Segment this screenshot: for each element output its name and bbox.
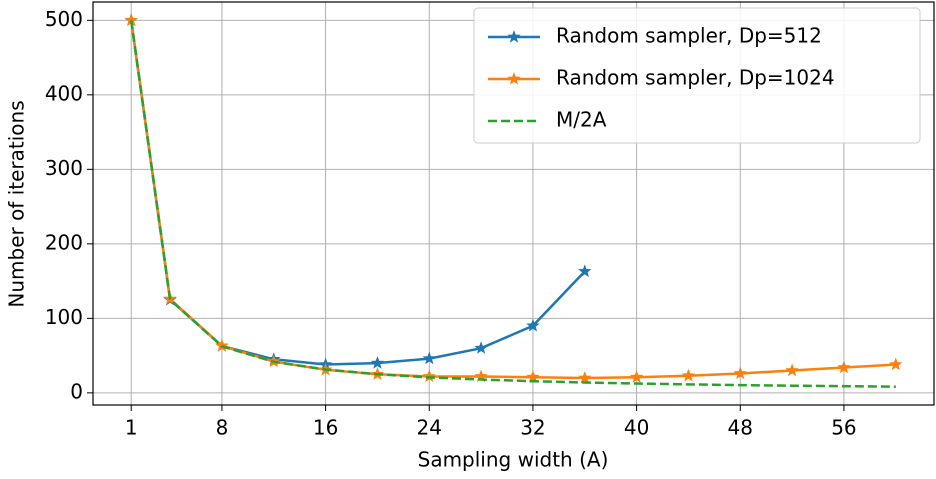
data-point (578, 264, 592, 278)
x-tick-label: 8 (216, 416, 229, 440)
data-point (526, 318, 540, 332)
series-line (129, 20, 896, 388)
data-point (837, 360, 851, 374)
data-point (629, 370, 644, 383)
y-tick-label: 0 (70, 379, 83, 403)
x-tick-label: 40 (624, 416, 649, 440)
legend-label: M/2A (556, 108, 607, 132)
data-point (681, 368, 696, 382)
y-tick-label: 100 (45, 305, 83, 329)
legend-label: Random sampler, Dp=1024 (556, 66, 835, 90)
data-point (124, 13, 138, 26)
x-tick-label: 32 (520, 416, 545, 440)
data-point (785, 363, 799, 377)
legend-marker (507, 72, 521, 85)
legend-label: Random sampler, Dp=512 (556, 24, 822, 48)
x-tick-label: 24 (417, 416, 442, 440)
data-point (578, 371, 592, 384)
y-tick-label: 400 (45, 81, 83, 105)
legend-box (473, 7, 921, 144)
y-axis-label: Number of iterations (5, 100, 29, 307)
y-tick-label: 500 (45, 7, 83, 31)
data-point (370, 356, 385, 369)
data-point (474, 341, 488, 354)
data-point (474, 369, 488, 383)
x-tick-label: 1 (125, 416, 138, 440)
x-axis-label: Sampling width (A) (418, 448, 609, 472)
x-tick-label: 56 (831, 416, 856, 440)
x-tick-label: 16 (313, 416, 338, 440)
data-point (733, 366, 747, 380)
y-tick-label: 300 (45, 156, 83, 180)
x-tick-label: 48 (728, 416, 753, 440)
data-point (422, 369, 436, 383)
data-point (422, 351, 436, 365)
data-point (889, 357, 903, 371)
plot-frame (92, 1, 935, 406)
legend-marker (507, 30, 521, 43)
y-tick-label: 200 (45, 230, 83, 254)
data-point (526, 370, 540, 383)
